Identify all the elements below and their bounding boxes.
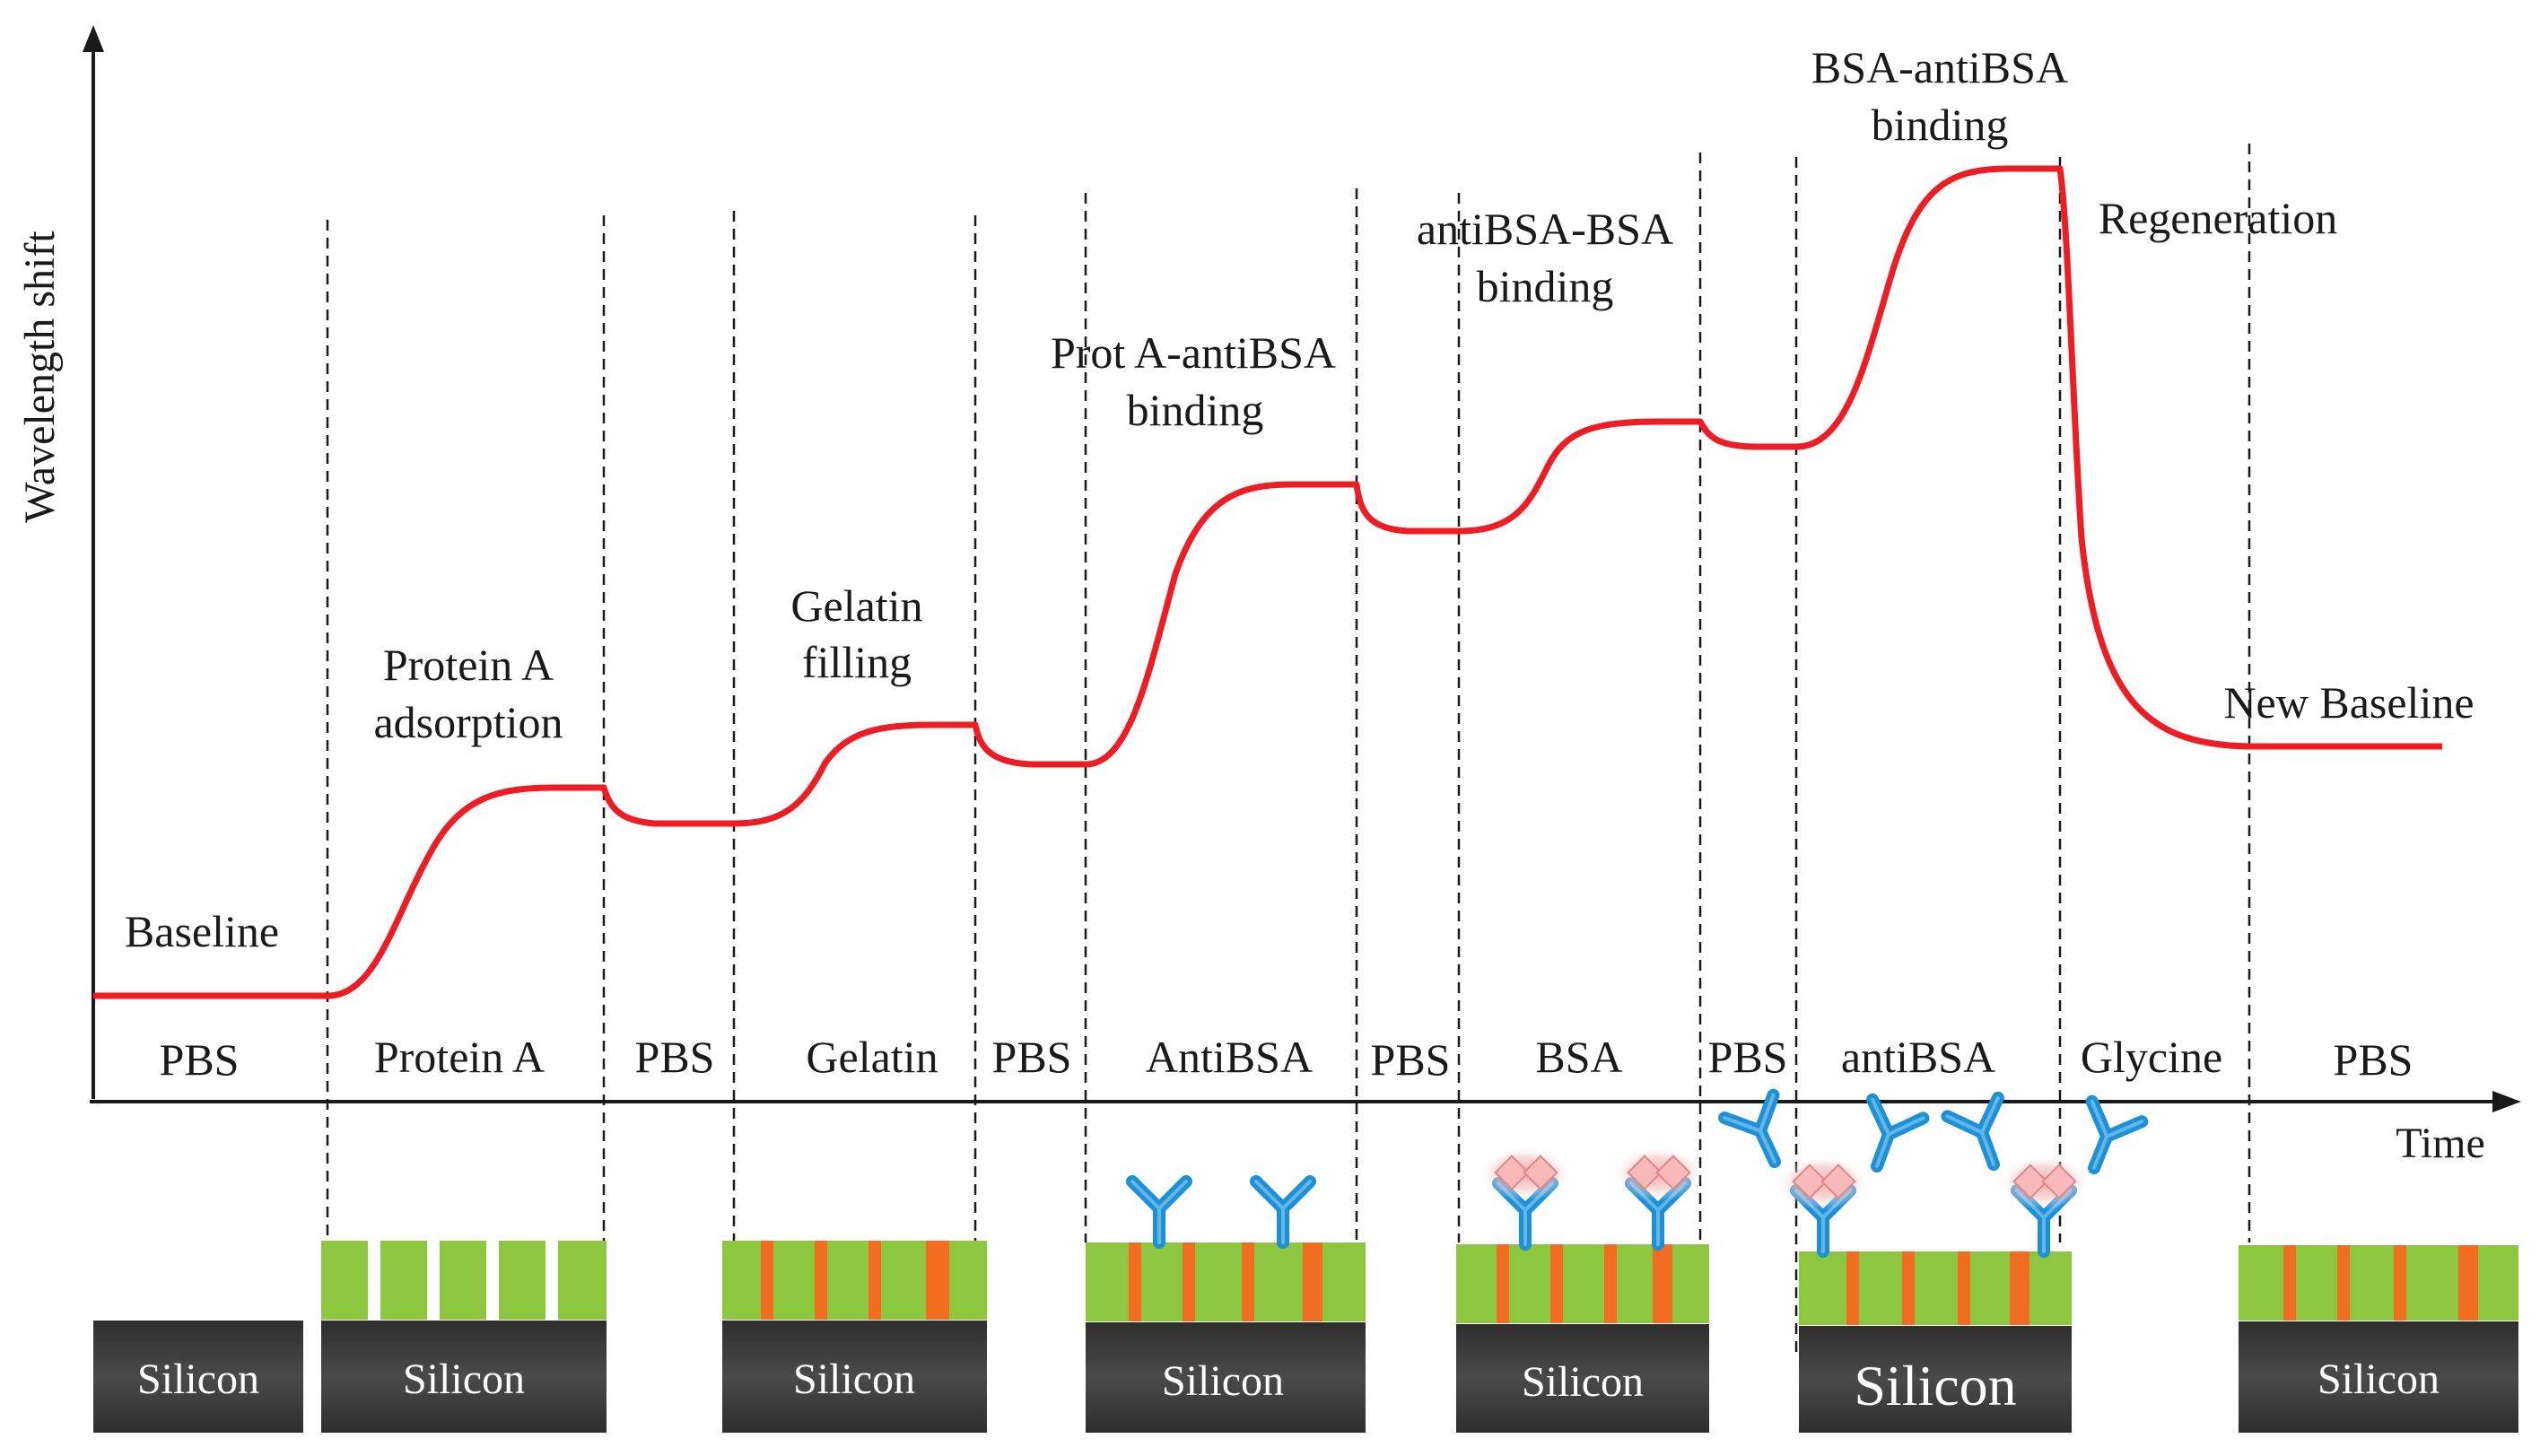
wavelength-shift-curve bbox=[93, 165, 2442, 999]
antibsa-bsa-label-line1: antiBSA-BSA bbox=[1417, 204, 1673, 254]
phase-label: antiBSA bbox=[1841, 1032, 1995, 1082]
bsa-molecule-icon bbox=[1776, 1155, 1871, 1210]
phase-labels: PBS Protein A PBS Gelatin PBS AntiBSA PB… bbox=[160, 1032, 2413, 1085]
porous-layer bbox=[1086, 1242, 1366, 1321]
antibody-icon bbox=[1852, 1100, 1924, 1175]
silicon-label: Silicon bbox=[1162, 1357, 1284, 1405]
silicon-label: Silicon bbox=[1522, 1358, 1644, 1406]
gelatin-label-line2: filling bbox=[802, 637, 912, 687]
silicon-label: Silicon bbox=[403, 1356, 525, 1403]
new-baseline-label: New Baseline bbox=[2223, 677, 2474, 728]
level-annotations: Baseline Protein A adsorption Gelatin fi… bbox=[125, 42, 2475, 956]
bsa-antibsa-label-line1: BSA-antiBSA bbox=[1811, 42, 2068, 92]
silicon-block bbox=[722, 1321, 987, 1433]
gelatin-label-line1: Gelatin bbox=[790, 580, 922, 631]
silicon-block bbox=[1086, 1322, 1366, 1433]
stage-antibsa: Silicon bbox=[1086, 1181, 1366, 1433]
antibody-icon bbox=[1132, 1181, 1186, 1242]
stage-protein-a: Silicon bbox=[321, 1241, 607, 1433]
phase-label: PBS bbox=[1371, 1034, 1451, 1085]
phase-label: PBS bbox=[1708, 1032, 1788, 1082]
phase-label: BSA bbox=[1535, 1032, 1622, 1082]
silicon-block bbox=[1456, 1324, 1709, 1433]
phase-label: PBS bbox=[635, 1032, 715, 1082]
phase-label: PBS bbox=[992, 1032, 1072, 1082]
stage-gelatin: Silicon bbox=[722, 1241, 987, 1433]
bsa-molecule-icon bbox=[1478, 1146, 1573, 1201]
gelatin-fill bbox=[761, 1241, 949, 1320]
silicon-block bbox=[321, 1321, 607, 1433]
x-axis-label: Time bbox=[2396, 1120, 2485, 1167]
phase-label: PBS bbox=[2334, 1034, 2413, 1085]
phase-label: Gelatin bbox=[806, 1032, 938, 1082]
silicon-label: Silicon bbox=[1854, 1354, 2016, 1417]
silicon-block bbox=[1799, 1326, 2072, 1433]
y-axis bbox=[83, 25, 104, 1099]
x-axis bbox=[90, 1091, 2521, 1112]
antibody-icon bbox=[1256, 1181, 1310, 1242]
porous-layer bbox=[321, 1241, 607, 1320]
protein-a-label-line2: adsorption bbox=[373, 697, 563, 747]
y-axis-label: Wavelength shift bbox=[16, 231, 64, 523]
silicon-label: Silicon bbox=[137, 1356, 259, 1403]
regeneration-label: Regeneration bbox=[2099, 193, 2338, 243]
phase-label: Glycine bbox=[2081, 1032, 2222, 1082]
antibody-icon bbox=[1948, 1098, 2020, 1173]
silicon-label: Silicon bbox=[793, 1356, 915, 1403]
antibody-icon bbox=[1724, 1095, 1799, 1173]
porous-layer bbox=[1799, 1251, 2072, 1325]
bsa-molecule-icon bbox=[1610, 1146, 1706, 1201]
phase-label: AntiBSA bbox=[1146, 1032, 1313, 1082]
bsa-antibsa-label-line2: binding bbox=[1872, 100, 2009, 150]
protein-a-label-line1: Protein A bbox=[383, 640, 554, 690]
stage-bsa: Silicon bbox=[1456, 1146, 1709, 1433]
phase-label: PBS bbox=[160, 1034, 240, 1085]
silicon-label: Silicon bbox=[2317, 1356, 2440, 1403]
gelatin-fill bbox=[2283, 1245, 2478, 1321]
phase-label: Protein A bbox=[374, 1032, 545, 1082]
bsa-molecule-icon bbox=[1996, 1155, 2091, 1210]
baseline-label: Baseline bbox=[125, 906, 279, 956]
gelatin-fill bbox=[1129, 1242, 1322, 1321]
stage-bare-silicon: Silicon bbox=[93, 1321, 303, 1433]
stage-regenerated: Silicon bbox=[2239, 1245, 2518, 1433]
phase-separators bbox=[326, 144, 2251, 1355]
gelatin-fill bbox=[1846, 1251, 2029, 1325]
gelatin-fill bbox=[1497, 1244, 1672, 1323]
antibsa-bsa-label-line2: binding bbox=[1477, 261, 1614, 311]
prota-antibsa-label-line2: binding bbox=[1127, 385, 1264, 435]
prota-antibsa-label-line1: Prot A-antiBSA bbox=[1051, 327, 1336, 378]
silicon-block bbox=[93, 1321, 303, 1433]
stage-antibsa-sandwich: Silicon bbox=[1724, 1095, 2142, 1433]
silicon-block bbox=[2239, 1321, 2518, 1433]
